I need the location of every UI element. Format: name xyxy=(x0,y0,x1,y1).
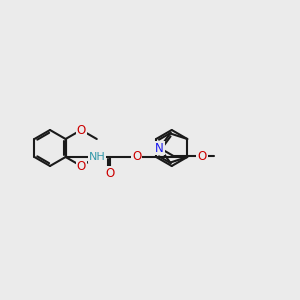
Text: O: O xyxy=(105,167,115,180)
Text: O: O xyxy=(76,124,86,136)
Text: O: O xyxy=(132,151,141,164)
Text: O: O xyxy=(76,160,86,172)
Text: NH: NH xyxy=(89,152,106,162)
Text: N: N xyxy=(155,142,164,154)
Text: O: O xyxy=(197,150,207,163)
